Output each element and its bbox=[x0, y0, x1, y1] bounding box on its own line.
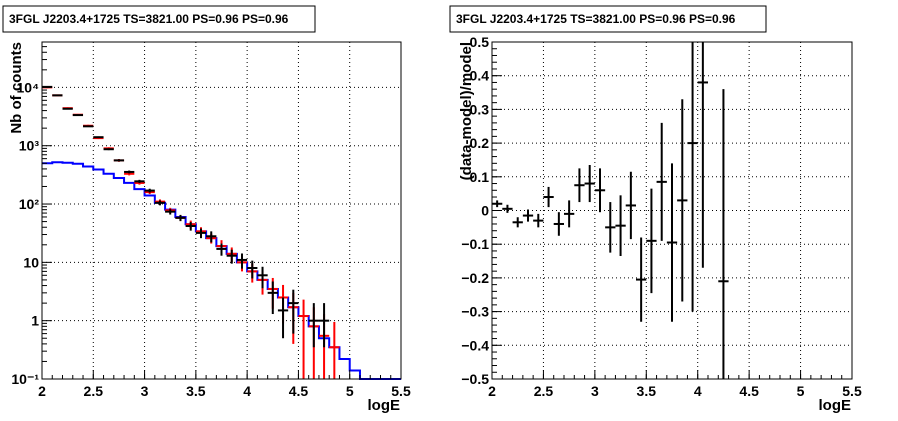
counts-x-tick-label: 2 bbox=[38, 383, 46, 399]
model-step-path bbox=[42, 161, 401, 380]
residuals-x-tick-label: 3 bbox=[591, 383, 599, 399]
counts-y-tick-label: 10² bbox=[19, 196, 40, 212]
residual-points bbox=[492, 42, 729, 379]
residuals-y-tick-label: 0.1 bbox=[470, 169, 490, 185]
data-points bbox=[42, 85, 330, 348]
residuals-y-tick-label: 0.5 bbox=[470, 34, 490, 50]
residuals-y-tick-label: −0.1 bbox=[461, 236, 489, 252]
residuals-y-tick-label: −0.4 bbox=[461, 337, 489, 353]
residuals-y-tick-label: 0.2 bbox=[470, 135, 490, 151]
counts-y-axis-title: Nb of counts bbox=[8, 42, 25, 134]
counts-axis-ticks: 2 2.5 3 3.5 4 4.5 5 5.5 10⁻¹ 1 10 10² 10³ 10⁴ bbox=[11, 41, 411, 399]
residuals-title-box bbox=[449, 5, 767, 33]
residuals-y-tick-label: −0.3 bbox=[461, 304, 489, 320]
counts-y-tick-label: 1 bbox=[31, 313, 39, 329]
residuals-y-tick-label: −0.5 bbox=[461, 371, 489, 387]
counts-x-tick-label: 4.5 bbox=[289, 383, 309, 399]
counts-x-tick-label: 2.5 bbox=[84, 383, 104, 399]
residuals-x-tick-label: 4.5 bbox=[739, 383, 759, 399]
residuals-title: 3FGL J2203.4+1725 TS=3821.00 PS=0.96 PS=… bbox=[456, 12, 736, 26]
model-step-line bbox=[42, 161, 401, 380]
residuals-x-tick-label: 2 bbox=[488, 383, 496, 399]
counts-x-tick-label: 4 bbox=[243, 383, 251, 399]
residuals-x-tick-label: 5.5 bbox=[842, 383, 862, 399]
red-series bbox=[42, 86, 340, 379]
counts-x-axis-title: logE bbox=[368, 397, 401, 414]
residuals-panel: 3FGL J2203.4+1725 TS=3821.00 PS=0.96 PS=… bbox=[449, 5, 862, 414]
residuals-x-tick-label: 4 bbox=[694, 383, 702, 399]
residuals-y-axis-title: (data-model)/model bbox=[458, 42, 475, 180]
residuals-x-tick-label: 3.5 bbox=[637, 383, 657, 399]
counts-plot-frame bbox=[41, 41, 402, 380]
counts-y-tick-label: 10 bbox=[23, 254, 39, 270]
residuals-x-tick-label: 2.5 bbox=[534, 383, 554, 399]
counts-y-tick-label: 10⁻¹ bbox=[11, 371, 39, 387]
residuals-x-axis-title: logE bbox=[819, 397, 852, 414]
counts-y-tick-label: 10³ bbox=[19, 138, 40, 154]
residuals-x-tick-label: 5 bbox=[797, 383, 805, 399]
counts-x-tick-label: 5 bbox=[346, 383, 354, 399]
residuals-y-tick-label: 0.4 bbox=[470, 68, 490, 84]
residuals-y-tick-label: 0.3 bbox=[470, 101, 490, 117]
counts-title: 3FGL J2203.4+1725 TS=3821.00 PS=0.96 PS=… bbox=[9, 12, 289, 26]
counts-title-box bbox=[2, 5, 316, 33]
counts-x-tick-label: 3 bbox=[141, 383, 149, 399]
counts-panel: 3FGL J2203.4+1725 TS=3821.00 PS=0.96 PS=… bbox=[2, 5, 411, 414]
counts-y-tick-label: 10⁴ bbox=[17, 79, 40, 95]
counts-grid bbox=[42, 42, 401, 379]
counts-x-tick-label: 3.5 bbox=[186, 383, 206, 399]
counts-x-tick-label: 5.5 bbox=[391, 383, 411, 399]
residuals-axis-ticks: 2 2.5 3 3.5 4 4.5 5 5.5 −0.5 −0.4 −0.3 −0.2 −0.1 0 0.1… bbox=[461, 34, 862, 399]
residuals-y-tick-label: 0 bbox=[481, 203, 489, 219]
residuals-y-tick-label: −0.2 bbox=[461, 270, 489, 286]
